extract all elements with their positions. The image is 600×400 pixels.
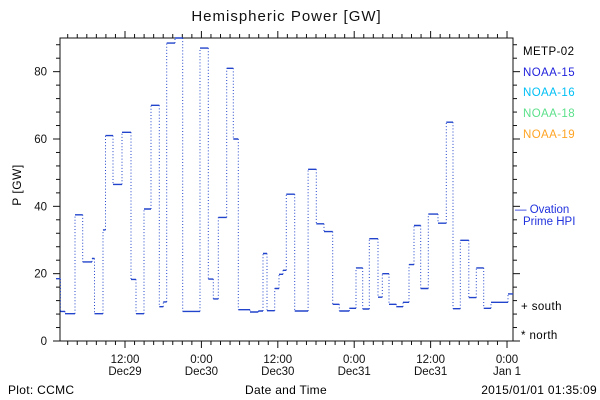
y-tick-label: 40 (34, 201, 47, 213)
chart-title: Hemispheric Power [GW] (191, 8, 382, 25)
plus-symbol-icon: + (521, 301, 529, 313)
footer-timestamp: 2015/01/01 01:35:09 (481, 383, 597, 397)
x-tick-date: Dec30 (185, 366, 218, 378)
x-tick-date: Dec29 (108, 366, 141, 378)
x-tick-date: Dec31 (338, 366, 371, 378)
north-marker: * north (521, 330, 558, 342)
y-tick-label: 20 (34, 269, 47, 281)
axis-tick-labels: 12:00Dec290:00Dec3012:00Dec300:00Dec3112… (34, 67, 521, 378)
series-vertical-dotted-segments (60, 38, 509, 314)
x-tick-time: 0:00 (343, 354, 365, 366)
satellite-legend: METP-02 NOAA-15 NOAA-16 NOAA-18 NOAA-19 (523, 0, 599, 160)
legend-item-noaa-15: NOAA-15 (523, 66, 576, 79)
x-tick-date: Dec30 (261, 366, 294, 378)
y-tick-label: 0 (41, 336, 47, 348)
y-tick-label: 60 (34, 134, 47, 146)
footer-x-axis-title: Date and Time (245, 383, 327, 397)
legend-item-noaa-16: NOAA-16 (523, 87, 576, 100)
legend-item-metp-02: METP-02 (523, 46, 575, 58)
legend-item-noaa-18: NOAA-18 (523, 108, 576, 121)
ovation-annotation: — Ovation Prime HPI (515, 204, 600, 228)
x-tick-date: Jan 1 (493, 366, 521, 378)
ovation-line2: Prime HPI (523, 216, 576, 228)
ovation-line1: — Ovation (515, 204, 570, 216)
asterisk-symbol-icon: * (521, 330, 526, 342)
axis-ticks (53, 31, 520, 348)
y-tick-label: 80 (34, 67, 47, 79)
plot-frame (59, 37, 514, 342)
x-tick-time: 12:00 (416, 354, 445, 366)
x-tick-time: 0:00 (496, 354, 518, 366)
x-tick-date: Dec31 (414, 366, 447, 378)
footer-plot-source: Plot: CCMC (8, 383, 75, 397)
x-tick-time: 0:00 (190, 354, 212, 366)
north-label: north (529, 330, 558, 342)
legend-item-noaa-19: NOAA-19 (523, 128, 576, 141)
south-label: south (531, 301, 562, 313)
series-horizontal-step-segments (56, 37, 514, 315)
x-tick-time: 12:00 (263, 354, 292, 366)
x-tick-time: 12:00 (111, 354, 140, 366)
data-series-ovation-prime-hpi (56, 37, 514, 315)
south-marker: + south (521, 301, 562, 313)
